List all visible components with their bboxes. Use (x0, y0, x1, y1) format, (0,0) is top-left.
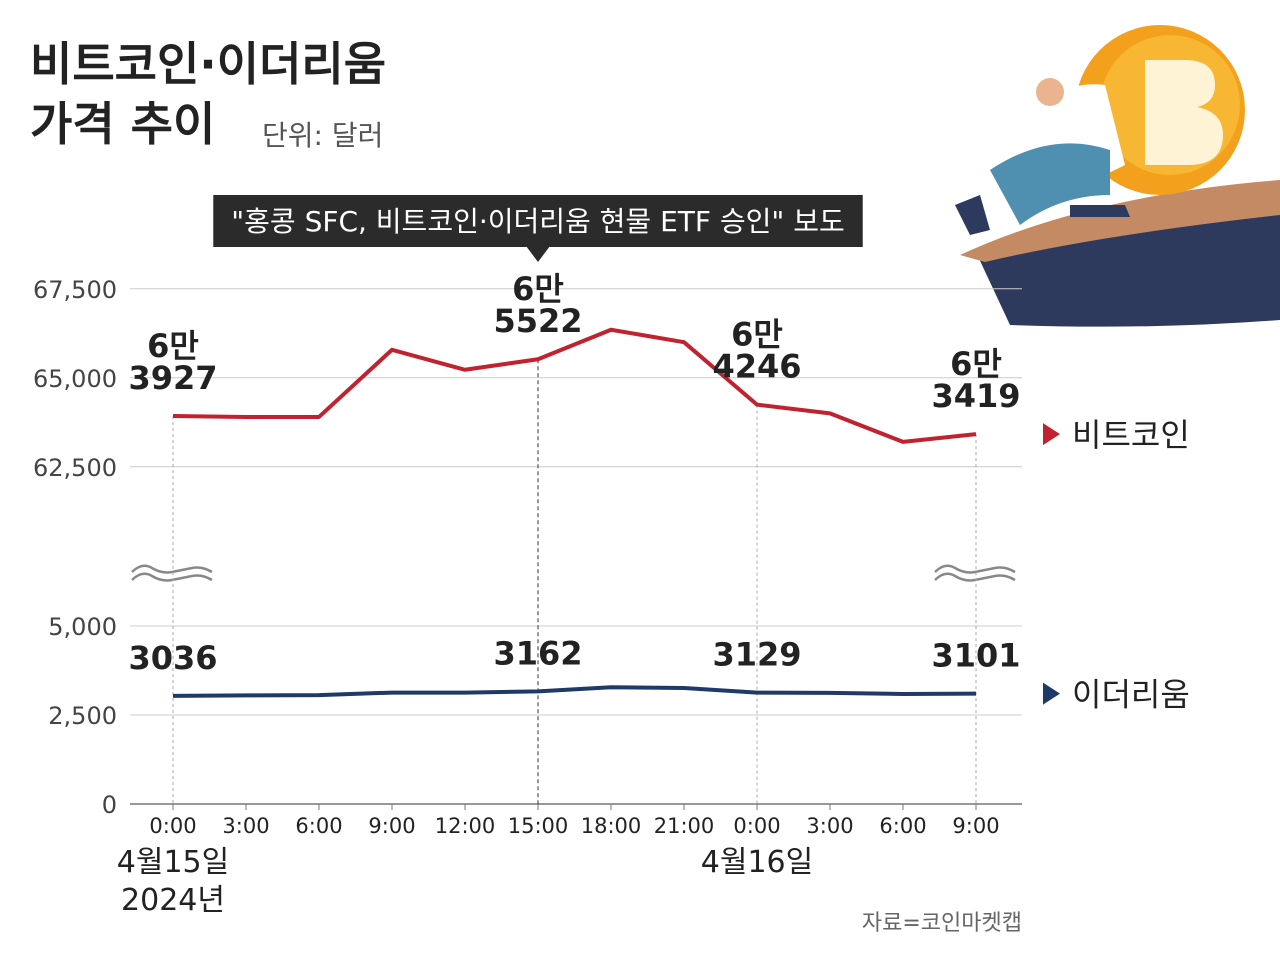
x-tick-label: 0:00 (733, 814, 780, 838)
value-label: 6만 3419 (931, 345, 1020, 415)
x-tick-label: 9:00 (368, 814, 415, 838)
x-tick-label: 0:00 (149, 814, 196, 838)
value-label: 3036 (128, 639, 217, 677)
series-line (172, 685, 977, 698)
value-label: 6만 3927 (128, 327, 217, 397)
legend-marker (1043, 682, 1060, 705)
annotation-box (213, 195, 863, 247)
value-label: 6만 4246 (712, 316, 801, 386)
chart-title: 비트코인·이더리움 (30, 37, 386, 91)
value-label: 3162 (493, 634, 582, 672)
x-tick-label: 6:00 (879, 814, 926, 838)
date-label: 4월15일 (117, 845, 229, 880)
annotation-text: "홍콩 SFC, 비트코인·이더리움 현물 ETF 승인" 보도 (231, 205, 844, 238)
date-label: 2024년 (121, 883, 225, 918)
date-label: 4월16일 (701, 845, 813, 880)
value-label: 3129 (712, 636, 801, 674)
value-label: 3101 (931, 637, 1020, 675)
x-tick-label: 12:00 (435, 814, 496, 838)
legend-label: 비트코인 (1072, 416, 1190, 454)
x-tick-label: 9:00 (952, 814, 999, 838)
x-tick-label: 21:00 (654, 814, 715, 838)
x-tick-label: 3:00 (806, 814, 853, 838)
x-tick-label: 18:00 (581, 814, 642, 838)
y-tick-label: 65,000 (33, 365, 117, 393)
subtitle: 단위: 달러 (262, 119, 383, 152)
y-tick-label: 2,500 (48, 702, 117, 730)
y-tick-label: 67,500 (33, 276, 117, 304)
axis-break (131, 564, 1016, 582)
y-tick-label: 0 (102, 791, 117, 819)
value-label: 6만 5522 (493, 270, 582, 340)
x-tick-label: 3:00 (222, 814, 269, 838)
chart-title: 가격 추이 (30, 97, 215, 151)
x-tick-label: 6:00 (295, 814, 342, 838)
legend-label: 이더리움 (1072, 676, 1190, 714)
y-tick-label: 5,000 (48, 613, 117, 641)
series-line (172, 327, 977, 444)
legend-marker (1043, 423, 1060, 446)
annotation-pointer (526, 246, 550, 262)
illustration (955, 25, 1280, 327)
source: 자료=코인마켓캡 (862, 911, 1022, 936)
x-tick-label: 15:00 (508, 814, 569, 838)
y-tick-label: 62,500 (33, 454, 117, 482)
